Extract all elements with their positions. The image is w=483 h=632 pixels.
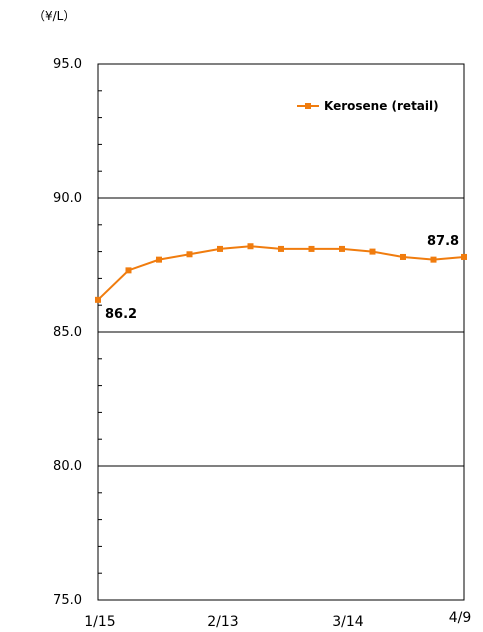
legend: Kerosene (retail) <box>297 99 439 113</box>
data-point <box>95 296 101 303</box>
series-kerosene <box>95 243 467 303</box>
y-tick-label: 85.0 <box>53 325 82 340</box>
data-point <box>156 256 162 263</box>
x-tick-label: 3/14 <box>332 614 364 630</box>
y-tick-label: 75.0 <box>53 593 82 608</box>
y-axis-minor-ticks <box>98 63 102 601</box>
data-point <box>186 251 193 258</box>
y-tick-label: 80.0 <box>53 459 82 474</box>
data-point <box>278 245 284 252</box>
data-point <box>217 245 223 252</box>
data-point <box>400 253 406 260</box>
legend-label: Kerosene (retail) <box>324 99 439 113</box>
legend-marker <box>305 103 311 109</box>
data-point <box>339 245 345 252</box>
data-point <box>461 253 467 260</box>
data-point <box>369 248 376 255</box>
y-tick-label: 90.0 <box>53 191 82 206</box>
data-label-last: 87.8 <box>427 234 459 249</box>
x-tick-label: 1/15 <box>84 614 115 630</box>
unit-label: （¥/L） <box>33 9 75 23</box>
data-label-first: 86.2 <box>105 307 137 322</box>
x-tick-label: 4/9 <box>449 610 472 626</box>
data-point <box>247 243 254 250</box>
data-point <box>430 256 437 263</box>
y-tick-label: 95.0 <box>53 57 82 72</box>
data-point <box>125 267 132 274</box>
x-tick-label: 2/13 <box>207 614 238 630</box>
data-point <box>308 245 315 252</box>
